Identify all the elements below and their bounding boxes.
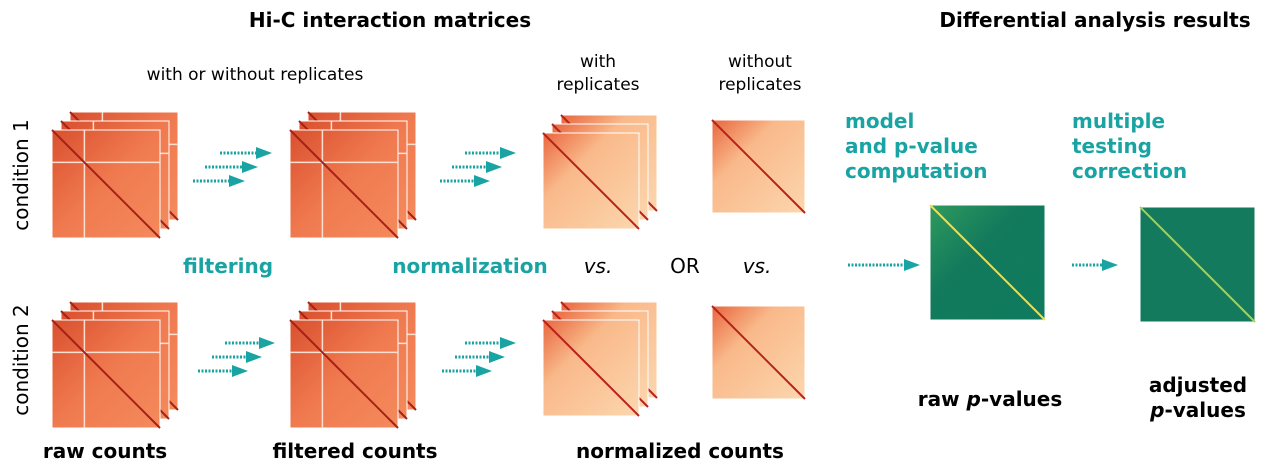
vs-label: vs.: [743, 254, 772, 278]
with-replicates: replicates: [556, 75, 639, 95]
vs-label: vs.: [584, 254, 613, 278]
adjusted-pvalues: p-values: [1149, 398, 1246, 422]
without-replicates: replicates: [718, 75, 801, 95]
matrix-diagonal: [711, 119, 806, 214]
text: -values: [1164, 398, 1245, 422]
raw-pvalues: raw p-values: [918, 387, 1063, 411]
adjusted-pvalues: adjusted: [1149, 373, 1247, 397]
matrix-diagonal: [289, 129, 399, 239]
with-replicates: with: [580, 52, 616, 72]
arrow-head: [474, 175, 490, 187]
step-label: filtering: [183, 254, 273, 278]
text: -values: [981, 387, 1062, 411]
correction-label: testing: [1072, 134, 1152, 158]
arrow-head: [476, 365, 492, 377]
text: raw: [918, 387, 967, 411]
model-label: and p-value: [845, 134, 978, 158]
condition-label: condition 2: [9, 304, 33, 416]
right-title: Differential analysis results: [939, 8, 1250, 32]
counts-label: raw counts: [43, 439, 167, 463]
matrix-diagonal: [1139, 206, 1256, 323]
without-replicates: without: [728, 52, 792, 72]
arrow-head: [256, 147, 272, 159]
text: p: [966, 387, 981, 411]
matrix-diagonal: [929, 204, 1046, 321]
arrow-head: [246, 351, 262, 363]
matrix-diagonal: [542, 132, 640, 230]
counts-label: normalized counts: [576, 439, 784, 463]
matrix-diagonal: [51, 129, 161, 239]
arrow-head: [500, 337, 516, 349]
counts-label: filtered counts: [272, 439, 437, 463]
arrow-head: [1102, 259, 1118, 271]
matrix-diagonal: [289, 319, 399, 429]
correction-label: multiple: [1072, 109, 1165, 133]
arrow-head: [489, 351, 505, 363]
text: p: [1149, 398, 1164, 422]
arrow-head: [486, 161, 502, 173]
arrow-head: [904, 259, 920, 271]
model-label: computation: [845, 159, 987, 183]
matrix-diagonal: [51, 319, 161, 429]
model-label: model: [845, 109, 914, 133]
arrow-head: [232, 365, 248, 377]
matrix-diagonal: [542, 319, 640, 417]
replicates-any: with or without replicates: [147, 65, 364, 85]
or-label: OR: [670, 254, 700, 278]
left-title: Hi-C interaction matrices: [249, 8, 531, 32]
arrow-head: [242, 161, 258, 173]
correction-label: correction: [1072, 159, 1187, 183]
condition-label: condition 1: [9, 119, 33, 231]
arrow-head: [229, 175, 245, 187]
step-label: normalization: [392, 254, 547, 278]
arrow-head: [259, 337, 275, 349]
layout: [51, 111, 1256, 429]
matrix-diagonal: [711, 305, 806, 400]
arrow-head: [500, 147, 516, 159]
